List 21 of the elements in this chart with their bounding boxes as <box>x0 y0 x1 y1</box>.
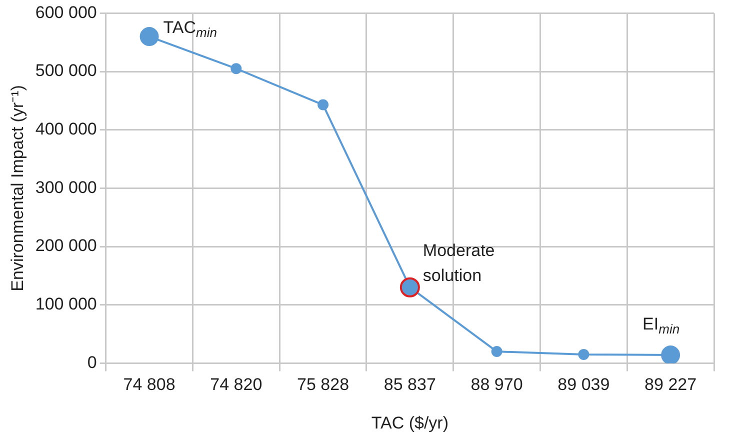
x-tick-label: 74 820 <box>210 375 262 394</box>
y-tick-label: 0 <box>87 352 97 372</box>
annotation: Moderate solution <box>422 241 495 286</box>
y-tick-label: 300 000 <box>35 178 97 197</box>
y-axis-title: Environmental Impact (yr⁻¹) <box>8 85 27 292</box>
point <box>578 348 590 360</box>
y-tick-label: 100 000 <box>35 294 97 314</box>
y-tick-label: 500 000 <box>35 61 97 80</box>
point <box>491 346 502 358</box>
point <box>318 99 329 110</box>
x-tick-label: 89 039 <box>558 375 610 394</box>
x-tick-label: 88 970 <box>470 375 523 394</box>
y-tick-label: 200 000 <box>35 236 97 256</box>
point <box>230 63 242 74</box>
x-tick-label: 85 837 <box>384 375 436 394</box>
y-tick-label: 400 000 <box>35 120 97 139</box>
x-tick-label: 89 227 <box>644 375 697 394</box>
y-tick-label: 600 000 <box>35 2 97 22</box>
x-tick-label: 75 828 <box>297 375 350 394</box>
x-tick-label: 74 808 <box>123 375 176 394</box>
x-axis-title: TAC ($/yr) <box>371 413 448 432</box>
